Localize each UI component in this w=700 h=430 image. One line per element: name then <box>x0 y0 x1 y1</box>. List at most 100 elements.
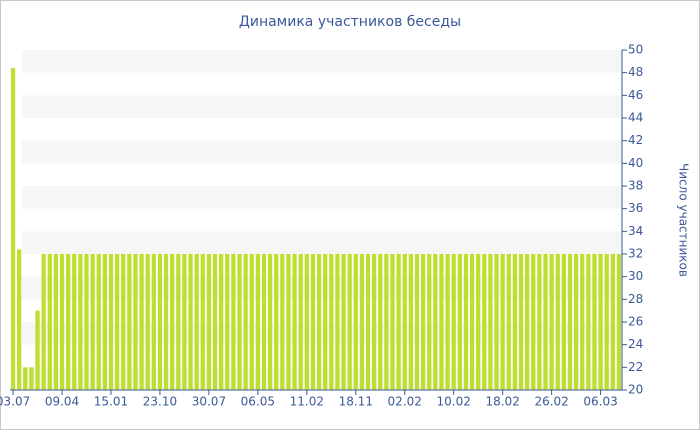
bar <box>451 254 456 390</box>
y-tick-label: 40 <box>628 156 643 170</box>
bar <box>286 254 291 390</box>
bar <box>567 254 573 390</box>
bar <box>157 254 163 390</box>
bar <box>402 254 407 390</box>
bar <box>267 254 273 390</box>
bar <box>531 254 536 390</box>
bar <box>488 254 493 390</box>
bar <box>108 254 114 390</box>
bar <box>610 254 615 390</box>
y-tick-label: 22 <box>628 360 643 374</box>
bar <box>65 254 71 390</box>
bar <box>206 254 212 390</box>
bar <box>218 254 224 390</box>
bar <box>194 254 199 390</box>
bar <box>457 254 462 390</box>
bar <box>323 254 328 390</box>
bar <box>384 254 389 390</box>
bar <box>200 254 205 390</box>
bar <box>243 254 248 390</box>
bar <box>335 254 340 390</box>
bar <box>378 254 383 390</box>
bar <box>365 254 371 390</box>
bar <box>90 254 95 390</box>
grid-band <box>22 95 622 118</box>
grid-band <box>22 231 622 254</box>
x-tick-label: 23.10 <box>143 395 177 409</box>
bar <box>414 254 420 390</box>
x-tick-label: 15.01 <box>94 395 128 409</box>
bar <box>561 254 567 390</box>
bar <box>163 254 169 390</box>
bar <box>274 254 279 390</box>
bar <box>170 254 175 390</box>
bar <box>41 254 46 390</box>
x-tick-label: 18.02 <box>485 395 519 409</box>
y-tick-label: 46 <box>628 88 643 102</box>
bar <box>121 254 126 390</box>
bar <box>420 254 426 390</box>
y-axis-label: Число участников <box>677 163 691 277</box>
bar <box>427 254 432 390</box>
y-tick-label: 34 <box>628 224 643 238</box>
bar <box>353 254 358 390</box>
bar <box>47 254 52 390</box>
bar <box>494 254 499 390</box>
bar <box>84 254 89 390</box>
bar <box>549 254 554 390</box>
bar <box>341 254 346 390</box>
y-tick-label: 44 <box>628 111 643 125</box>
bar <box>225 254 230 390</box>
y-tick-label: 38 <box>628 179 643 193</box>
bar <box>604 254 609 390</box>
bar <box>96 254 101 390</box>
bar <box>72 254 77 390</box>
bar <box>543 254 548 390</box>
bar <box>329 254 334 390</box>
y-tick-label: 36 <box>628 201 643 215</box>
bar <box>139 254 144 390</box>
bar <box>537 254 542 390</box>
bar <box>580 254 585 390</box>
bar <box>310 254 316 390</box>
bar <box>555 254 560 390</box>
bar <box>433 254 438 390</box>
x-tick-label: 06.05 <box>241 395 275 409</box>
bar <box>408 254 414 390</box>
bar <box>127 254 132 390</box>
x-tick-label: 03.07 <box>0 395 30 409</box>
bar <box>316 254 322 390</box>
bar <box>10 68 16 390</box>
x-tick-label: 02.02 <box>388 395 422 409</box>
bar <box>78 254 83 390</box>
y-tick-label: 32 <box>628 247 643 261</box>
bar <box>298 254 303 390</box>
bar <box>114 254 120 390</box>
grid-band <box>22 186 622 209</box>
bar <box>59 254 65 390</box>
x-tick-label: 11.02 <box>290 395 324 409</box>
bar <box>586 254 591 390</box>
bar <box>182 254 187 390</box>
y-tick-label: 20 <box>628 383 643 397</box>
bar <box>592 254 597 390</box>
bar <box>292 254 297 390</box>
y-tick-label: 48 <box>628 65 643 79</box>
bar <box>212 254 218 390</box>
bar <box>255 254 261 390</box>
x-tick-label: 30.07 <box>192 395 226 409</box>
bar <box>445 254 450 390</box>
x-tick-label: 06.03 <box>583 395 617 409</box>
bar <box>524 254 530 390</box>
grid-band <box>22 50 622 73</box>
bar <box>17 249 22 390</box>
grid-band <box>22 140 622 164</box>
bar <box>396 254 401 390</box>
y-tick-label: 30 <box>628 269 643 283</box>
bar <box>176 254 181 390</box>
bar <box>23 367 28 390</box>
bar <box>512 254 518 390</box>
bar <box>304 254 309 390</box>
x-tick-label: 26.02 <box>534 395 568 409</box>
